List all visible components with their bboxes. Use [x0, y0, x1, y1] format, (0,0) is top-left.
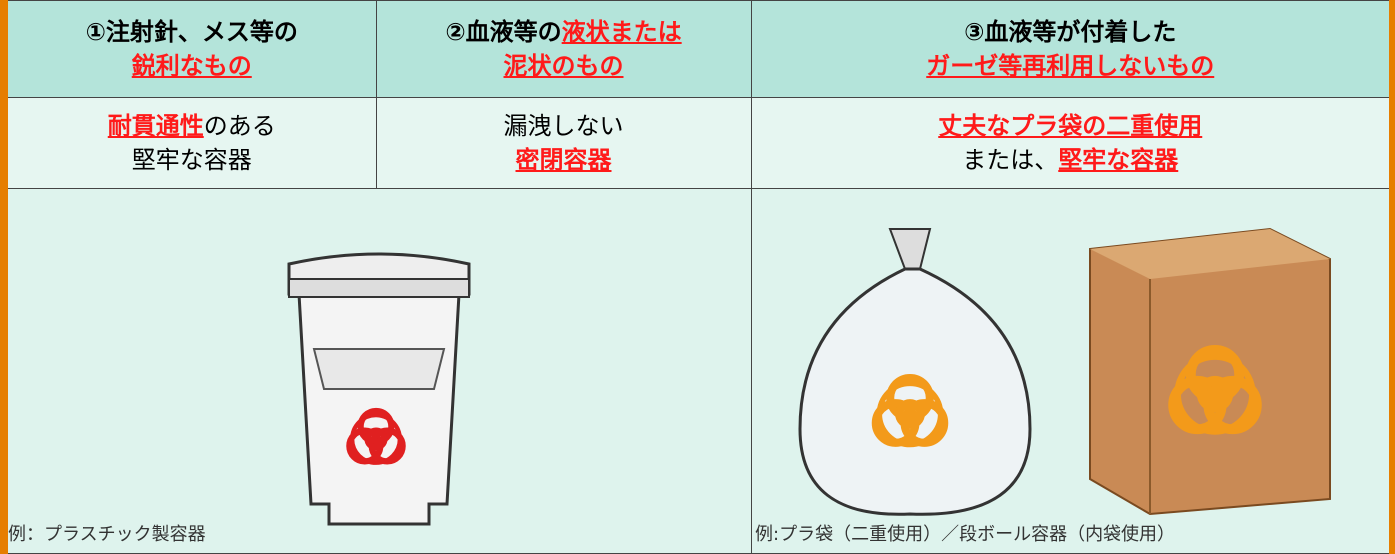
bag-box-illustration: [798, 227, 1332, 516]
highlight-text: 鋭利なもの: [131, 52, 252, 80]
header-row: ①注射針、メス等の 鋭利なもの ②血液等の液状または泥状のもの ③血液等が付着した…: [3, 0, 1393, 98]
cell-line: 耐貫通性のある: [8, 109, 376, 143]
header-cell: ③血液等が付着したガーゼ等再利用しないもの: [750, 0, 1393, 98]
text: 漏洩しない: [503, 112, 624, 140]
text: ①注射針、メス等の: [85, 18, 298, 46]
cell-line: 鋭利なもの: [8, 49, 376, 83]
cell-line: 丈夫なプラ袋の二重使用: [752, 109, 1390, 143]
requirement-cell: 耐貫通性のある堅牢な容器: [3, 97, 377, 189]
highlight-text: ガーゼ等再利用しないもの: [926, 52, 1215, 80]
cell-line: ②血液等の液状または: [377, 15, 751, 49]
cell-line: 密閉容器: [377, 143, 751, 177]
requirement-row: 耐貫通性のある 堅牢な容器 漏洩しない 密閉容器 丈夫なプラ袋の二重使用 または、堅牢…: [3, 97, 1393, 189]
cell-line: または、堅牢な容器: [752, 143, 1390, 177]
example-cell: [750, 188, 1393, 554]
example-row: [3, 188, 1393, 554]
requirement-cell: 丈夫なプラ袋の二重使用または、堅牢な容器: [750, 97, 1393, 189]
requirement-cell: 漏洩しない 密閉容器: [375, 97, 752, 189]
highlight-text: 泥状のもの: [503, 52, 624, 80]
header-cell: ②血液等の液状または泥状のもの: [375, 0, 752, 98]
cell-line: ③血液等が付着した: [752, 15, 1390, 49]
text: 堅牢な容器: [131, 146, 252, 174]
cell-line: ガーゼ等再利用しないもの: [752, 49, 1390, 83]
text: または、: [962, 146, 1059, 174]
text: ③血液等が付着した: [964, 18, 1177, 46]
highlight-text: 耐貫通性: [107, 112, 204, 140]
cell-line: 堅牢な容器: [8, 143, 376, 177]
highlight-text: 密閉容器: [515, 146, 612, 174]
sharps-bin-illustration: [287, 252, 471, 526]
highlight-text: 堅牢な容器: [1058, 146, 1179, 174]
highlight-text: 液状または: [561, 18, 682, 46]
text: のある: [203, 112, 276, 140]
example-cell: [3, 188, 752, 554]
caption: 例：プラスチック製容器: [8, 524, 206, 545]
cell-line: 漏洩しない: [377, 109, 751, 143]
cell-line: 泥状のもの: [377, 49, 751, 83]
caption: 例:プラ袋（二重使用）／段ボール容器（内袋使用）: [755, 524, 1176, 545]
highlight-text: 丈夫なプラ袋の二重使用: [938, 112, 1203, 140]
header-cell: ①注射針、メス等の 鋭利なもの: [3, 0, 377, 98]
cell-line: ①注射針、メス等の: [8, 15, 376, 49]
text: ②血液等の: [445, 18, 562, 46]
